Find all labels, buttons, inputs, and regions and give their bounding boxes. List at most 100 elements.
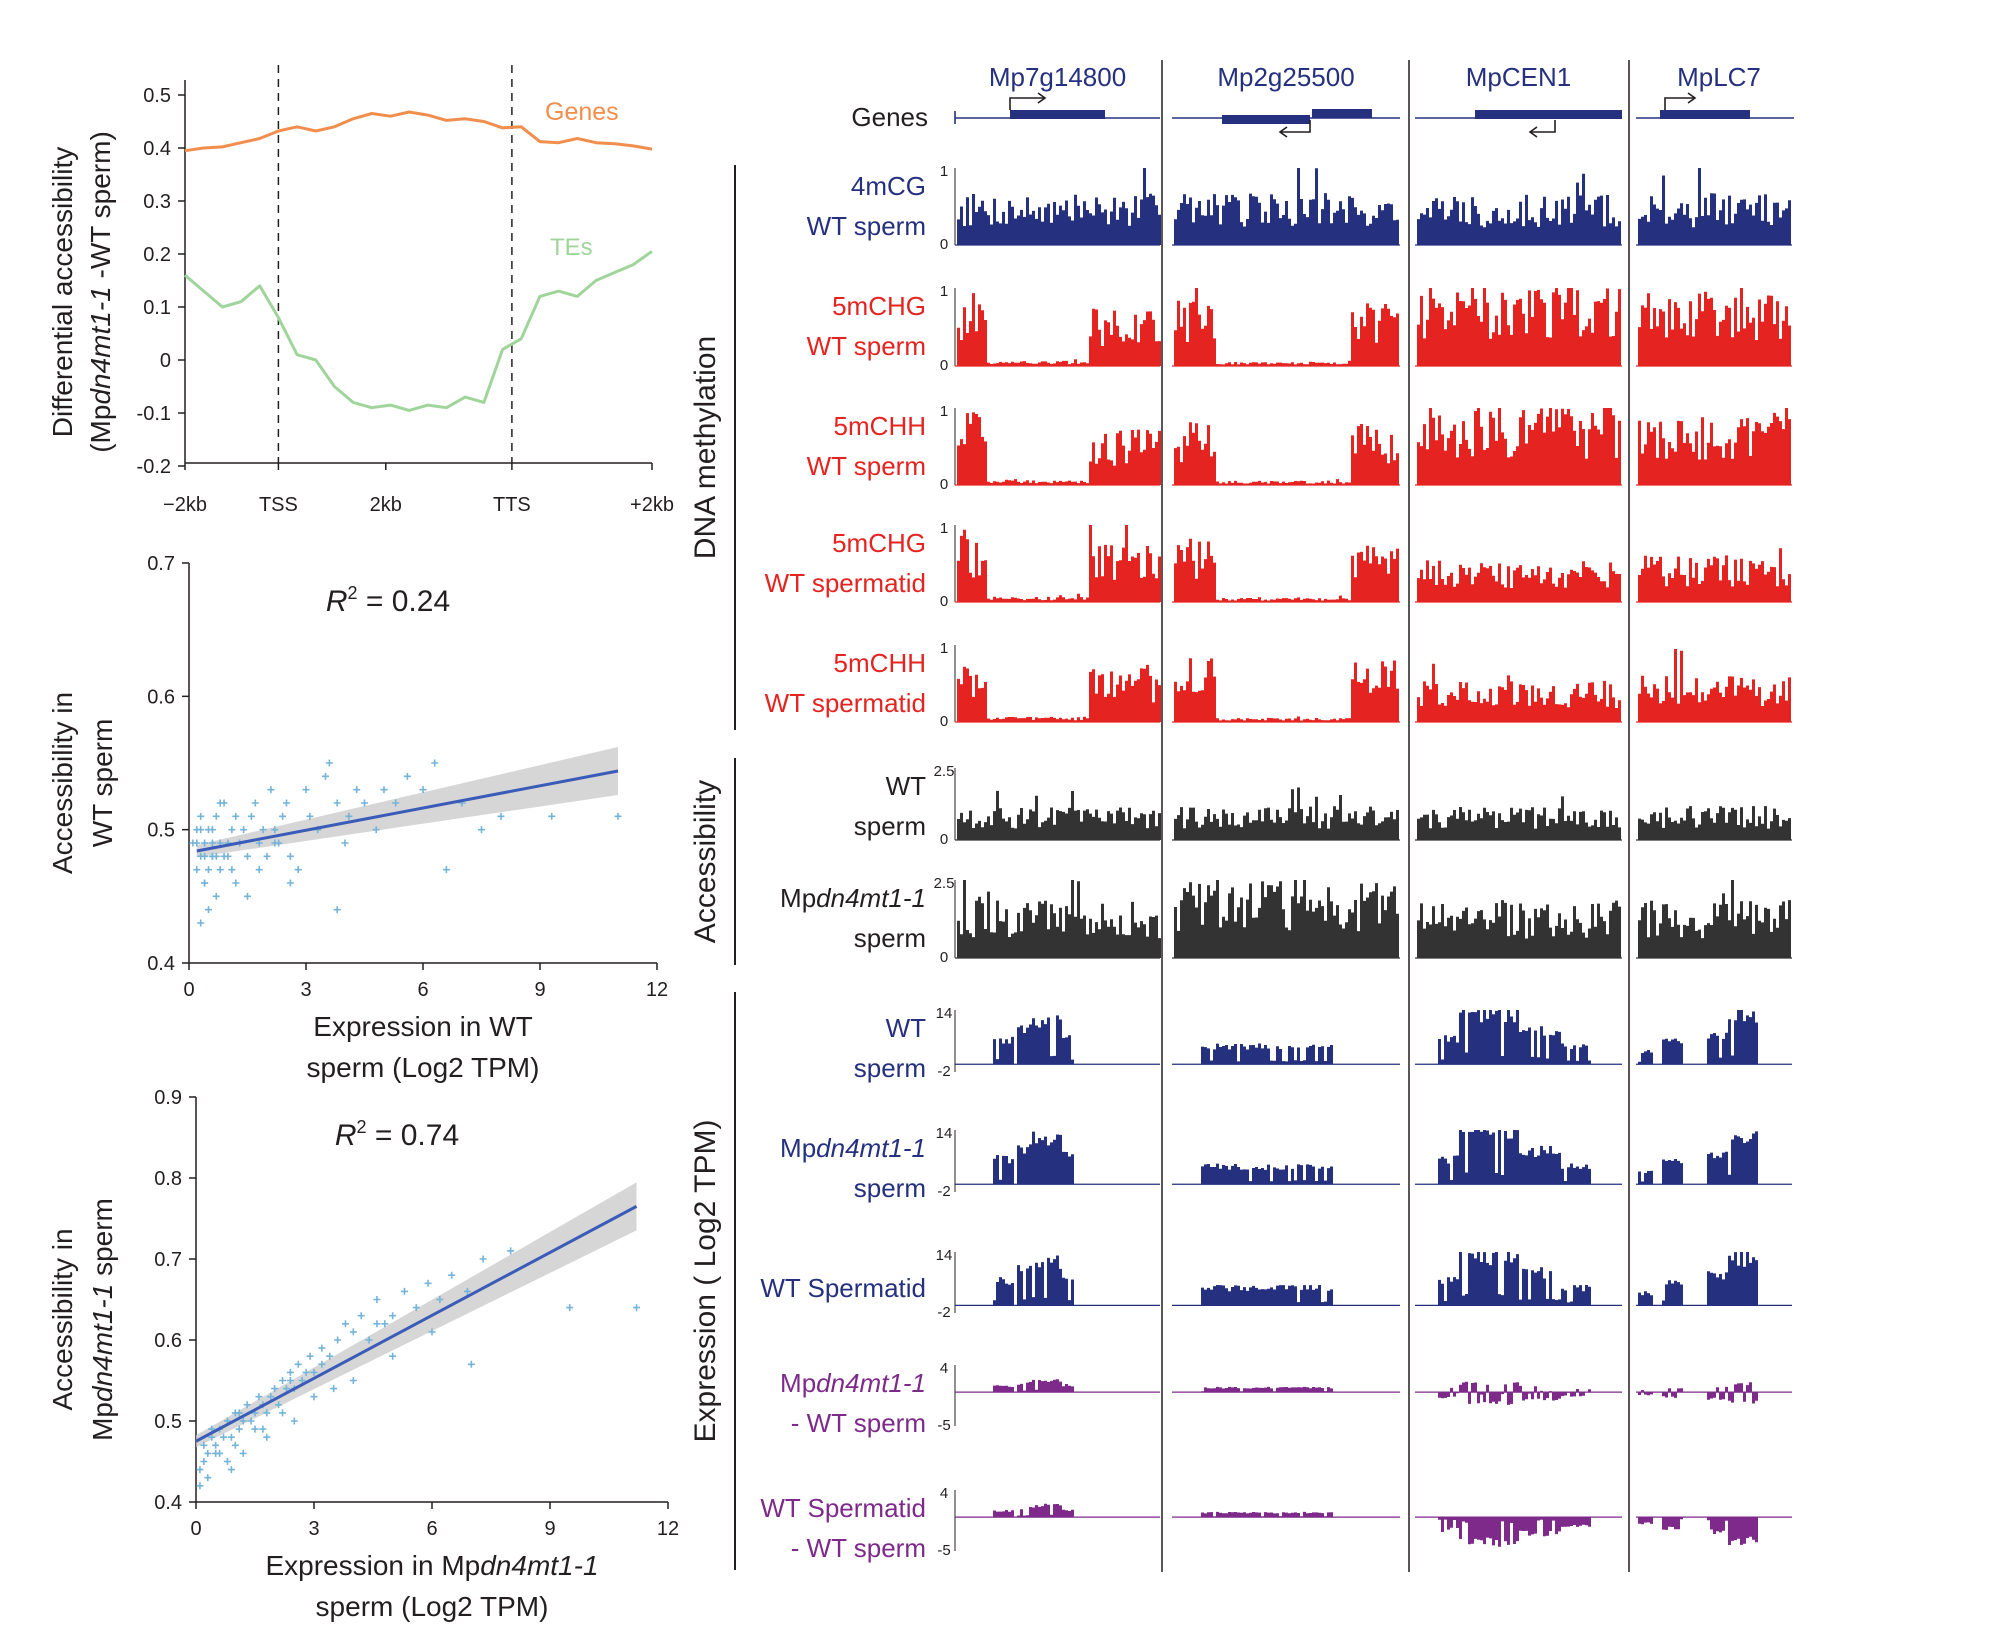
track-signal <box>1174 288 1399 366</box>
y-axis-title-line2: WT sperm <box>87 719 118 848</box>
scatter-point <box>479 1255 487 1263</box>
track-signal <box>957 790 1161 840</box>
track-scale-min: 0 <box>940 713 948 730</box>
scatter-point <box>419 786 427 794</box>
scatter-point <box>428 1328 436 1336</box>
scatter-point <box>244 852 251 860</box>
track-scale-min: 0 <box>940 236 948 253</box>
scatter-point <box>282 1385 290 1393</box>
track-scale-min: 0 <box>940 831 948 848</box>
scatter-point <box>263 852 271 860</box>
text-segment: (Mp <box>85 405 116 453</box>
y-tick-label: 0.3 <box>143 191 171 213</box>
track-signal <box>1174 658 1399 722</box>
group-label: Expression ( Log2 TPM) <box>689 1120 722 1443</box>
text-segment: Accessibility in <box>47 1228 78 1410</box>
track-label: Mpdn4mt1-1 <box>780 1368 926 1398</box>
text-segment: 5mCHH <box>834 411 926 441</box>
text-segment: sperm <box>87 1198 118 1284</box>
text-segment: 5mCHG <box>832 528 926 558</box>
scatter-point <box>231 1441 239 1449</box>
text-segment: Mp <box>87 1402 118 1441</box>
text-segment: Mp <box>780 883 816 913</box>
scatter-point <box>341 839 349 847</box>
scatter-point <box>279 812 287 820</box>
track-scale-min: 0 <box>940 476 948 493</box>
scatter-point <box>271 839 279 847</box>
scatter-point <box>353 786 361 794</box>
scatter-point <box>275 1401 283 1409</box>
scatter-point <box>330 1385 338 1393</box>
track-signal <box>1417 560 1621 602</box>
text-segment: dn4mt1-1 <box>480 1550 598 1581</box>
y-tick-label: 0.1 <box>143 297 171 319</box>
scatter-point <box>341 1320 349 1328</box>
track-signal <box>1174 168 1399 245</box>
scatter-point <box>424 1279 432 1287</box>
legend-label-tes: TEs <box>550 234 593 261</box>
track-signal <box>1638 1131 1758 1185</box>
track-signal <box>1638 168 1791 245</box>
x-axis-title: Expression in WT <box>313 1011 532 1042</box>
scatter-point <box>201 852 209 860</box>
x-tick-label: 3 <box>300 979 311 1001</box>
scatter-point <box>294 866 302 874</box>
x-tick-label: 12 <box>657 1518 679 1540</box>
y-tick-label: 0.4 <box>154 1492 182 1514</box>
track-signal <box>957 412 1161 485</box>
track-scale-min: -5 <box>937 1417 950 1434</box>
gene-exon <box>1222 115 1310 124</box>
track-label-line2: sperm <box>854 811 926 841</box>
r-squared-annotation: R2 = 0.74 <box>335 1117 459 1152</box>
track-label: 5mCHH <box>834 411 926 441</box>
text-segment: dn4mt1-1 <box>816 883 926 913</box>
track-signal <box>1638 649 1791 722</box>
track-scale-min: -2 <box>937 1063 950 1080</box>
scatter-point <box>548 812 556 820</box>
scatter-point <box>286 879 294 887</box>
track-signal <box>1438 1009 1591 1065</box>
track-scale-min: -5 <box>937 1542 950 1559</box>
scatter-point <box>201 879 209 887</box>
scatter-point <box>373 1320 381 1328</box>
track-signal <box>1638 408 1791 485</box>
track-signal <box>1174 787 1399 840</box>
text-segment: WT sperm <box>807 211 926 241</box>
scatter-point <box>392 799 400 807</box>
scatter-point <box>325 759 333 767</box>
track-signal <box>1638 1382 1758 1404</box>
track-scale-min: 0 <box>940 949 948 966</box>
track-signal <box>1638 288 1791 366</box>
tss-arrow-head <box>1037 92 1047 104</box>
scatter-point <box>204 1474 212 1482</box>
x-axis-title-line2: sperm (Log2 TPM) <box>307 1052 540 1083</box>
scatter-point <box>322 772 329 780</box>
track-label-line2: WT spermatid <box>765 568 926 598</box>
text-segment: - WT sperm <box>791 1533 926 1563</box>
track-label: 4mCG <box>851 171 926 201</box>
scatter-point <box>286 1368 294 1376</box>
scatter-point <box>271 826 279 834</box>
scatter-point <box>310 1393 318 1401</box>
track-scale-min: 0 <box>940 357 948 374</box>
scatter-point <box>197 812 205 820</box>
gene-exon <box>1312 109 1372 118</box>
track-label-line2: sperm <box>854 923 926 953</box>
track-scale-max: 14 <box>936 1005 953 1022</box>
scatter-point <box>239 1449 247 1457</box>
x-tick-label: 6 <box>426 1518 437 1540</box>
track-signal <box>1417 796 1621 840</box>
text-segment: WT <box>886 771 927 801</box>
r-squared-annotation: R2 = 0.24 <box>326 583 450 618</box>
track-scale-max: 1 <box>940 520 948 537</box>
track-signal <box>993 1379 1074 1393</box>
x-tick-label: 0 <box>183 979 194 1001</box>
track-signal <box>1417 408 1621 485</box>
tss-arrow-head <box>1278 126 1288 138</box>
text-segment: -WT sperm) <box>85 131 116 286</box>
track-signal <box>1417 663 1621 722</box>
text-segment: sperm <box>854 1173 926 1203</box>
scatter-point <box>412 1304 420 1312</box>
track-signal <box>1638 806 1791 840</box>
